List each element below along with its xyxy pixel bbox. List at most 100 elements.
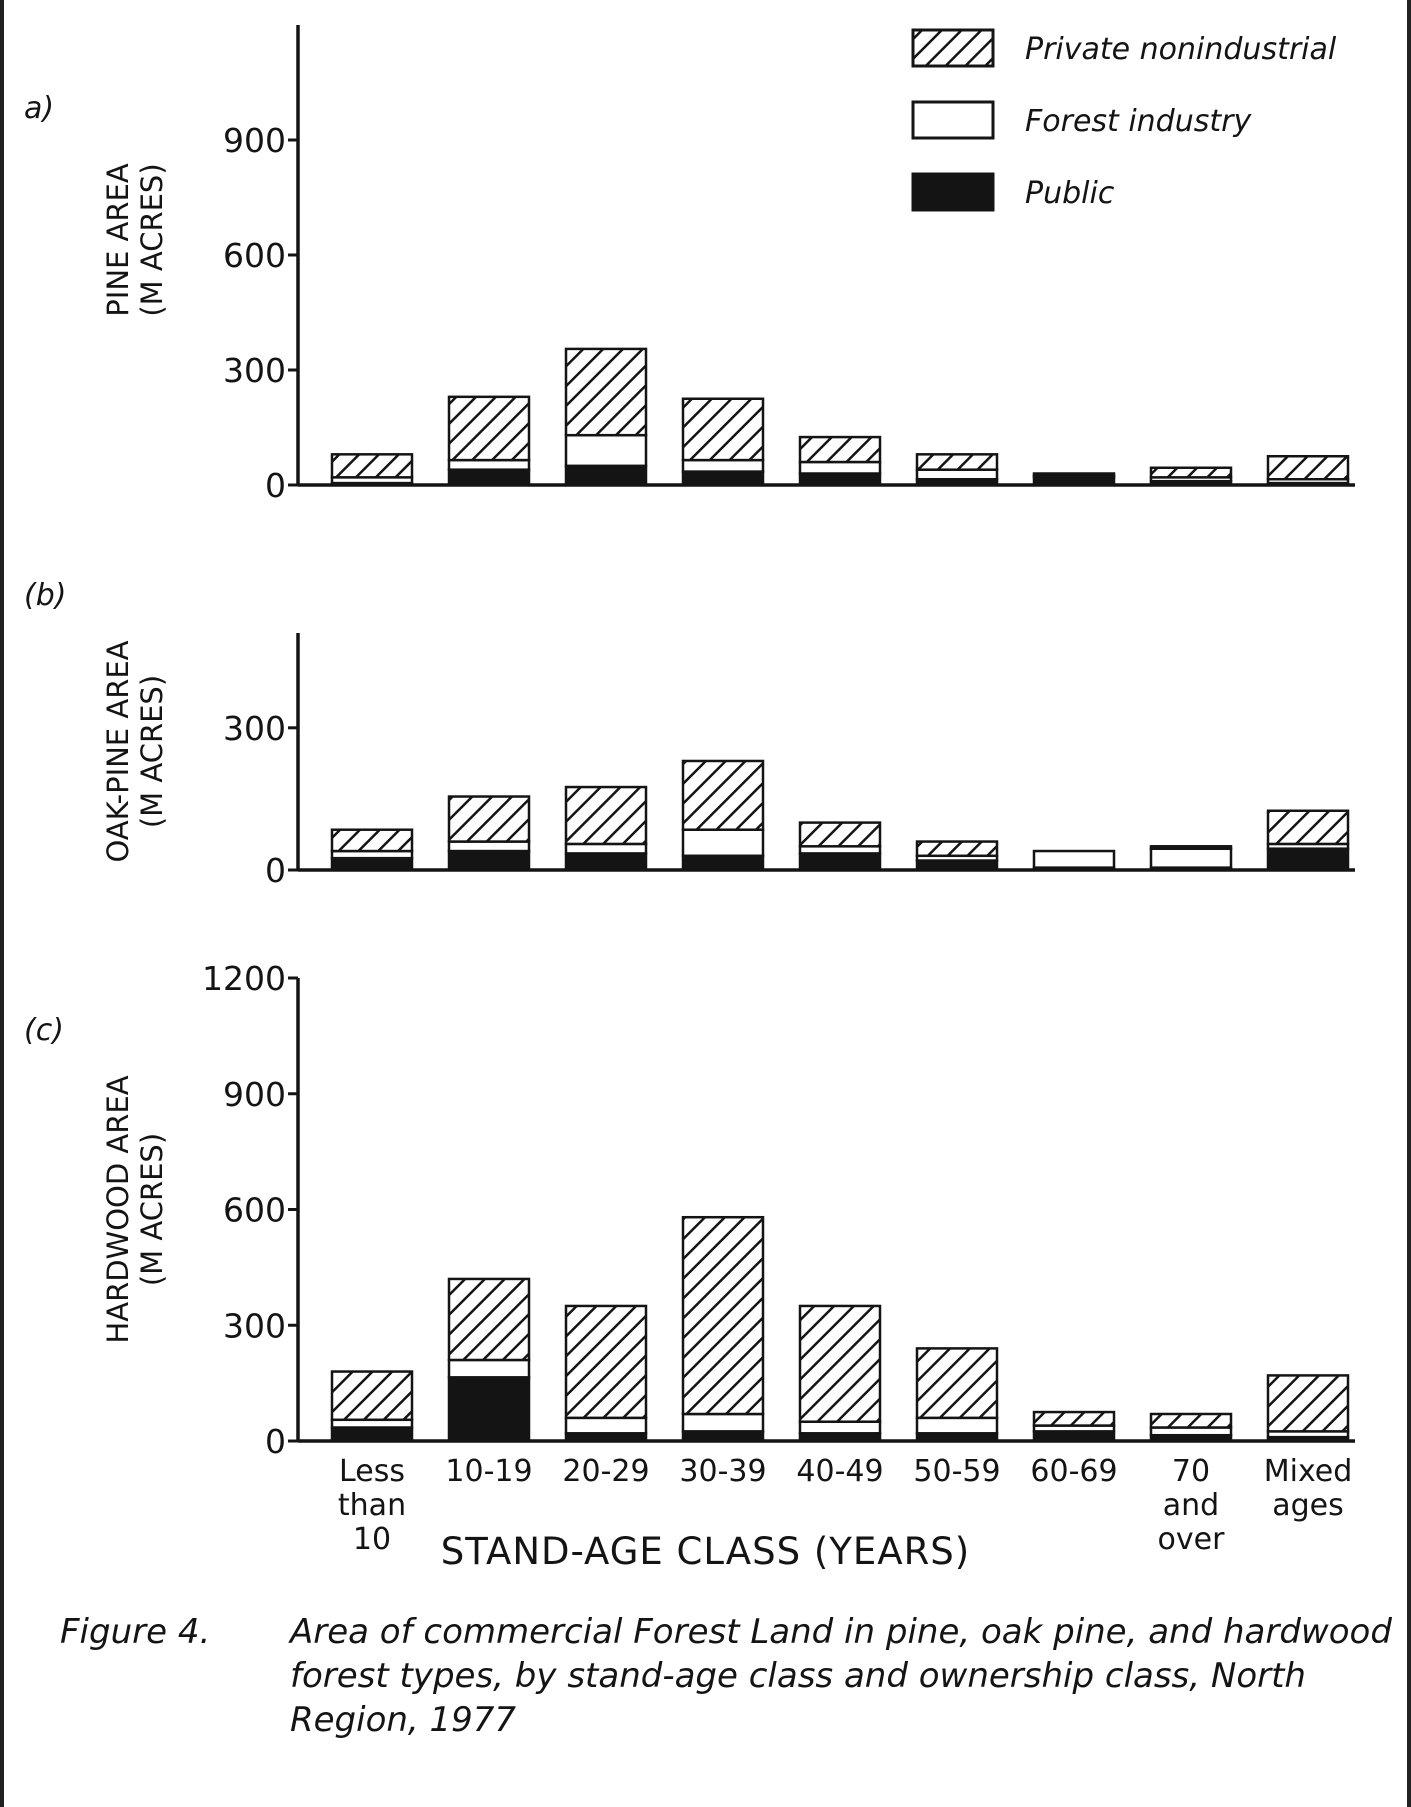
bar-private-nonindustrial-40-49	[798, 435, 882, 464]
panel-3: 0 300 600 900 1200 (c) HARDWOOD AREA (M ACRES) L…	[24, 959, 1355, 1557]
bar-forest-industry-10-19	[447, 1358, 531, 1379]
bar-private-nonindustrial-10-19	[447, 1277, 531, 1362]
panel-2: 0 300 (b) OAK-PINE AREA (M ACRES)	[24, 578, 1355, 890]
bar-public-30-39	[681, 854, 765, 872]
legend-label-public: Public	[1025, 176, 1115, 211]
panel-1: 0 300 600 900 a) PINE AREA (M ACRES)	[24, 25, 1355, 505]
bar-public-20-29	[564, 852, 648, 872]
bar-forest-industry-10-19	[447, 840, 531, 853]
bar-private-nonindustrial-20-29	[564, 785, 648, 846]
bar-private-nonindustrial-40-49	[798, 821, 882, 848]
bar-private-nonindustrial-10-19	[447, 795, 531, 843]
y-axis-title-line-1: OAK-PINE AREA	[101, 640, 135, 862]
bar-public-60-69	[1032, 1430, 1116, 1443]
bar-public-30-39	[681, 1430, 765, 1443]
bar-forest-industry-30-39	[681, 458, 765, 473]
bar-forest-industry-20-29	[564, 1416, 648, 1435]
x-tick-label-70-and-over: 70 and over	[1158, 1454, 1226, 1557]
bar-private-nonindustrial-30-39	[681, 397, 765, 462]
bar-public-less-than-10	[330, 1426, 414, 1443]
bar-private-nonindustrial-30-39	[681, 759, 765, 831]
y-tick-label: 300	[223, 1306, 286, 1345]
caption-text: Area of commercial Forest Land in pine, …	[290, 1612, 1392, 1741]
bar-private-nonindustrial-50-59	[915, 840, 999, 858]
bar-forest-industry-50-59	[915, 1416, 999, 1435]
legend-swatch-public	[911, 172, 995, 212]
y-tick-label: 600	[223, 236, 286, 275]
bar-private-nonindustrial-20-29	[564, 347, 648, 437]
bar-private-nonindustrial-70-and-over	[1149, 845, 1233, 850]
bar-public-20-29	[564, 464, 648, 487]
panel-label: (b)	[24, 578, 66, 613]
bar-forest-industry-30-39	[681, 1412, 765, 1433]
bar-forest-industry-20-29	[564, 433, 648, 468]
y-tick-label: 600	[223, 1191, 286, 1230]
bar-private-nonindustrial-20-29	[564, 1304, 648, 1420]
bar-private-nonindustrial-10-19	[447, 395, 531, 462]
bar-private-nonindustrial-40-49	[798, 1304, 882, 1423]
bar-private-nonindustrial-50-59	[915, 1347, 999, 1420]
x-tick-label-40-49: 40-49	[796, 1454, 883, 1489]
y-axis-title-line-2: (M ACRES)	[135, 675, 169, 828]
y-tick-label: 900	[223, 1075, 286, 1114]
bar-public-10-19	[447, 849, 531, 872]
bar-public-40-49	[798, 472, 882, 487]
y-tick-label: 0	[265, 851, 286, 890]
legend-swatch-private	[911, 28, 995, 68]
bar-forest-industry-50-59	[915, 468, 999, 481]
bar-forest-industry-10-19	[447, 458, 531, 471]
legend-label-private: Private nonindustrial	[1025, 32, 1337, 67]
y-axis-title-line-1: PINE AREA	[101, 163, 135, 317]
bar-private-nonindustrial-60-69	[1032, 1410, 1116, 1427]
bar-forest-industry-40-49	[798, 460, 882, 475]
bar-private-nonindustrial-60-69	[1032, 472, 1116, 477]
legend-label-industry: Forest industry	[1025, 104, 1252, 139]
x-axis-title: STAND-AGE CLASS (YEARS)	[440, 1530, 971, 1573]
bar-private-nonindustrial-less-than-10	[330, 453, 414, 479]
panel-label: (c)	[24, 1013, 64, 1048]
y-tick-label: 0	[265, 466, 286, 505]
bar-public-less-than-10	[330, 856, 414, 872]
y-tick-label: 300	[223, 351, 286, 390]
y-tick-label: 900	[223, 121, 286, 160]
legend-swatch-industry	[911, 100, 995, 140]
panel-label: a)	[24, 91, 54, 126]
y-axis-title-line-2: (M ACRES)	[135, 1133, 169, 1286]
y-tick-label: 300	[223, 709, 286, 748]
x-tick-label-50-59: 50-59	[913, 1454, 1000, 1489]
bar-private-nonindustrial-mixed-ages	[1266, 809, 1350, 846]
bar-private-nonindustrial-70-and-over	[1149, 466, 1233, 479]
y-axis-title-line-2: (M ACRES)	[135, 163, 169, 316]
bar-public-10-19	[447, 468, 531, 487]
x-tick-label-20-29: 20-29	[562, 1454, 649, 1489]
y-tick-label: 0	[265, 1422, 286, 1461]
bar-forest-industry-40-49	[798, 1420, 882, 1435]
x-tick-label-mixed-ages: Mixed ages	[1264, 1454, 1353, 1523]
x-tick-label-less-than-10: Less than 10	[338, 1454, 406, 1557]
bar-public-50-59	[915, 859, 999, 872]
bar-private-nonindustrial-50-59	[915, 453, 999, 471]
bar-private-nonindustrial-mixed-ages	[1266, 1374, 1350, 1433]
x-tick-label-30-39: 30-39	[679, 1454, 766, 1489]
bar-private-nonindustrial-30-39	[681, 1215, 765, 1416]
bar-public-40-49	[798, 852, 882, 872]
bar-private-nonindustrial-70-and-over	[1149, 1412, 1233, 1429]
y-axis-title-line-1: HARDWOOD AREA	[101, 1075, 135, 1343]
legend: Private nonindustrial Forest industry Publ…	[911, 28, 1337, 212]
figure-caption: Figure 4. Area of commercial Forest Land…	[60, 1610, 1400, 1743]
bar-forest-industry-30-39	[681, 828, 765, 858]
x-tick-label-60-69: 60-69	[1030, 1454, 1117, 1489]
bar-public-30-39	[681, 470, 765, 487]
bar-private-nonindustrial-less-than-10	[330, 828, 414, 853]
bar-public-mixed-ages	[1266, 847, 1350, 872]
bar-public-10-19	[447, 1376, 531, 1443]
bar-forest-industry-60-69	[1032, 849, 1116, 869]
y-tick-label: 1200	[202, 959, 286, 998]
bar-forest-industry-20-29	[564, 842, 648, 855]
caption-label: Figure 4.	[60, 1612, 211, 1652]
x-tick-label-10-19: 10-19	[445, 1454, 532, 1489]
bar-private-nonindustrial-less-than-10	[330, 1370, 414, 1422]
